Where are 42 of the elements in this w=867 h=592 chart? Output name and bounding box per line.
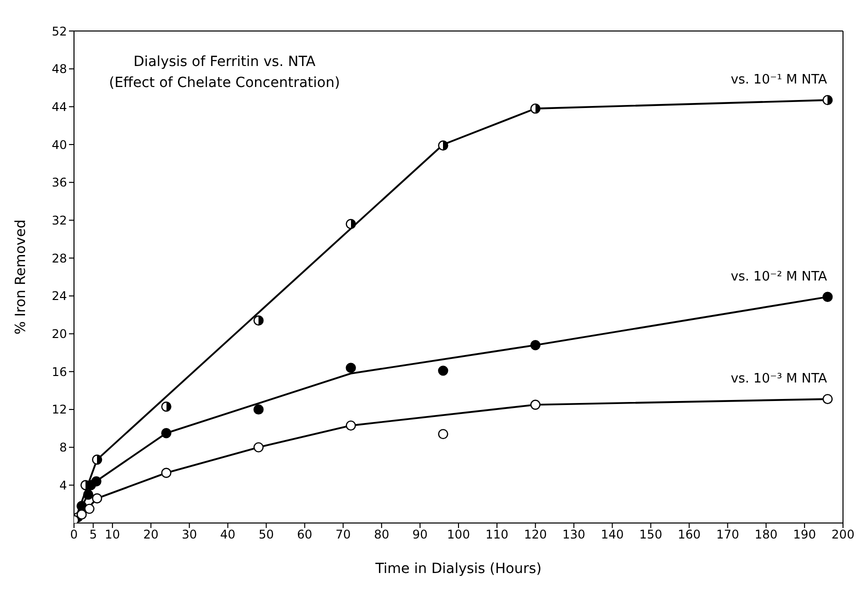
x-tick-label: 110 bbox=[485, 528, 508, 542]
series-label: vs. 10⁻³ M NTA bbox=[730, 372, 828, 387]
y-tick-label: 36 bbox=[52, 176, 67, 190]
text: (Effect of Chelate Concentration) bbox=[109, 74, 340, 93]
x-tick-label: 0 bbox=[70, 528, 78, 542]
series-label: vs. 10⁻¹ M NTA bbox=[730, 72, 828, 88]
text: Dialysis of Ferritin vs. NTA bbox=[132, 53, 316, 72]
x-tick-label: 20 bbox=[143, 528, 159, 542]
y-tick-label: 28 bbox=[52, 251, 67, 266]
y-tick-label: 44 bbox=[52, 100, 67, 114]
x-tick-label: 100 bbox=[447, 528, 470, 542]
y-tick-label: 12 bbox=[52, 402, 67, 417]
x-tick-label: 140 bbox=[600, 528, 624, 542]
x-tick-label: 5 bbox=[89, 528, 98, 542]
x-tick-label: 200 bbox=[832, 528, 854, 542]
x-tick-label: 30 bbox=[182, 528, 197, 542]
y-tick-label: 4 bbox=[59, 478, 67, 492]
y-tick-label: 52 bbox=[52, 24, 67, 38]
x-tick-label: 150 bbox=[639, 528, 662, 542]
x-tick-label: 80 bbox=[374, 528, 390, 542]
x-tick-label: 70 bbox=[336, 528, 351, 542]
x-tick-label: 170 bbox=[716, 528, 740, 542]
x-axis-title: Time in Dialysis (Hours) bbox=[374, 561, 542, 577]
y-tick-label: 20 bbox=[52, 327, 67, 342]
x-tick-label: 50 bbox=[258, 528, 274, 542]
y-tick-label: 24 bbox=[52, 289, 67, 304]
y-tick-label: 8 bbox=[59, 440, 67, 455]
y-tick-label: 40 bbox=[52, 138, 67, 152]
x-tick-label: 130 bbox=[562, 528, 586, 542]
x-tick-label: 90 bbox=[412, 528, 428, 542]
y-tick-label: 16 bbox=[52, 364, 67, 379]
x-tick-label: 160 bbox=[678, 528, 701, 542]
series-label: vs. 10⁻² M NTA bbox=[730, 269, 828, 284]
x-tick-label: 180 bbox=[754, 528, 778, 542]
y-tick-label: 32 bbox=[52, 213, 67, 228]
y-tick-label: 48 bbox=[52, 62, 67, 76]
x-tick-label: 60 bbox=[297, 528, 312, 542]
y-axis-title: % Iron Removed bbox=[12, 220, 29, 334]
x-tick-label: 190 bbox=[793, 528, 816, 542]
x-tick-label: 120 bbox=[524, 528, 547, 542]
x-tick-label: 40 bbox=[220, 528, 236, 542]
x-tick-label: 10 bbox=[104, 528, 120, 542]
